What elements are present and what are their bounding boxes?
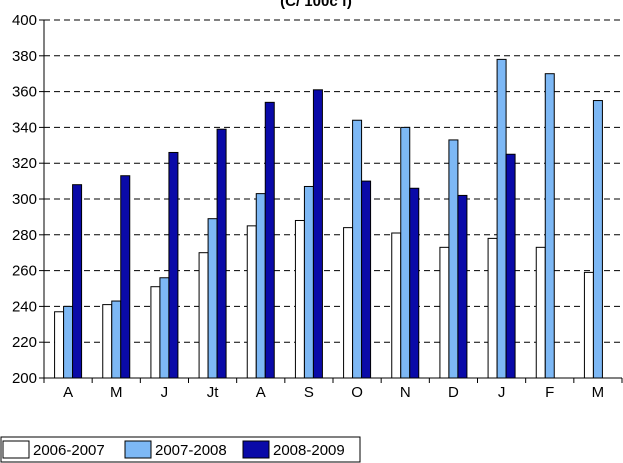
bar	[352, 119, 363, 379]
y-tick-label: 220	[12, 334, 37, 351]
bar	[111, 300, 122, 379]
bar	[63, 305, 74, 379]
y-tick-label: 320	[12, 155, 37, 172]
bar	[439, 246, 450, 379]
bar	[312, 89, 323, 379]
axes: 200 220 240 260 280 300 320 340 360 380 400 A M J Jt A S…	[12, 12, 623, 401]
legend-label: 2008-2009	[273, 442, 345, 459]
bar	[400, 126, 411, 379]
y-tick-label: 380	[12, 48, 37, 65]
bar	[264, 101, 275, 379]
y-tick-label: 260	[12, 263, 37, 280]
x-tick-label: N	[400, 384, 411, 401]
bar	[168, 151, 179, 379]
x-tick-label: M	[592, 384, 605, 401]
bar	[505, 153, 516, 379]
x-tick-label: S	[304, 384, 314, 401]
bar	[391, 232, 402, 379]
legend: 2006-2007 2007-2008 2008-2009	[0, 436, 361, 463]
bar	[592, 100, 603, 379]
y-tick-label: 400	[12, 12, 37, 29]
bar	[207, 218, 218, 379]
bar	[343, 227, 354, 379]
chart-title: (C/ 100c f)	[280, 0, 352, 10]
bar	[159, 277, 170, 379]
x-tick-label: J	[498, 384, 506, 401]
x-tick-label: A	[256, 384, 266, 401]
legend-swatch	[2, 440, 30, 459]
bars	[54, 58, 603, 379]
y-tick-label: 360	[12, 84, 37, 101]
y-tick-label: 240	[12, 298, 37, 315]
x-tick-label: A	[63, 384, 73, 401]
bar	[361, 180, 372, 379]
bar	[535, 246, 546, 379]
bar	[255, 193, 266, 379]
bar	[198, 252, 209, 379]
bar	[496, 58, 507, 379]
x-tick-label: Jt	[207, 384, 220, 401]
bar	[72, 184, 83, 379]
y-tick-label: 200	[12, 370, 37, 387]
x-tick-label: F	[545, 384, 554, 401]
bar	[102, 304, 113, 379]
x-tick-label: O	[351, 384, 363, 401]
legend-swatch	[242, 440, 270, 459]
bar	[487, 237, 498, 379]
bar	[294, 219, 305, 379]
bar	[216, 128, 227, 379]
bar	[54, 311, 65, 379]
legend-swatch	[124, 440, 152, 459]
bar	[409, 187, 420, 379]
bar	[303, 185, 314, 379]
x-tick-label: D	[448, 384, 459, 401]
bar	[246, 225, 257, 379]
legend-label: 2007-2008	[155, 442, 227, 459]
bar	[583, 271, 594, 379]
legend-box	[0, 436, 361, 463]
y-tick-label: 340	[12, 119, 37, 136]
x-tick-label: J	[161, 384, 169, 401]
y-tick-label: 300	[12, 191, 37, 208]
legend-label: 2006-2007	[33, 442, 105, 459]
bar	[448, 139, 459, 379]
x-tick-label: M	[110, 384, 123, 401]
bar	[544, 73, 555, 379]
bar	[150, 286, 161, 379]
bar	[120, 175, 131, 379]
y-tick-label: 280	[12, 227, 37, 244]
bar	[457, 194, 468, 379]
gridlines	[44, 19, 622, 343]
